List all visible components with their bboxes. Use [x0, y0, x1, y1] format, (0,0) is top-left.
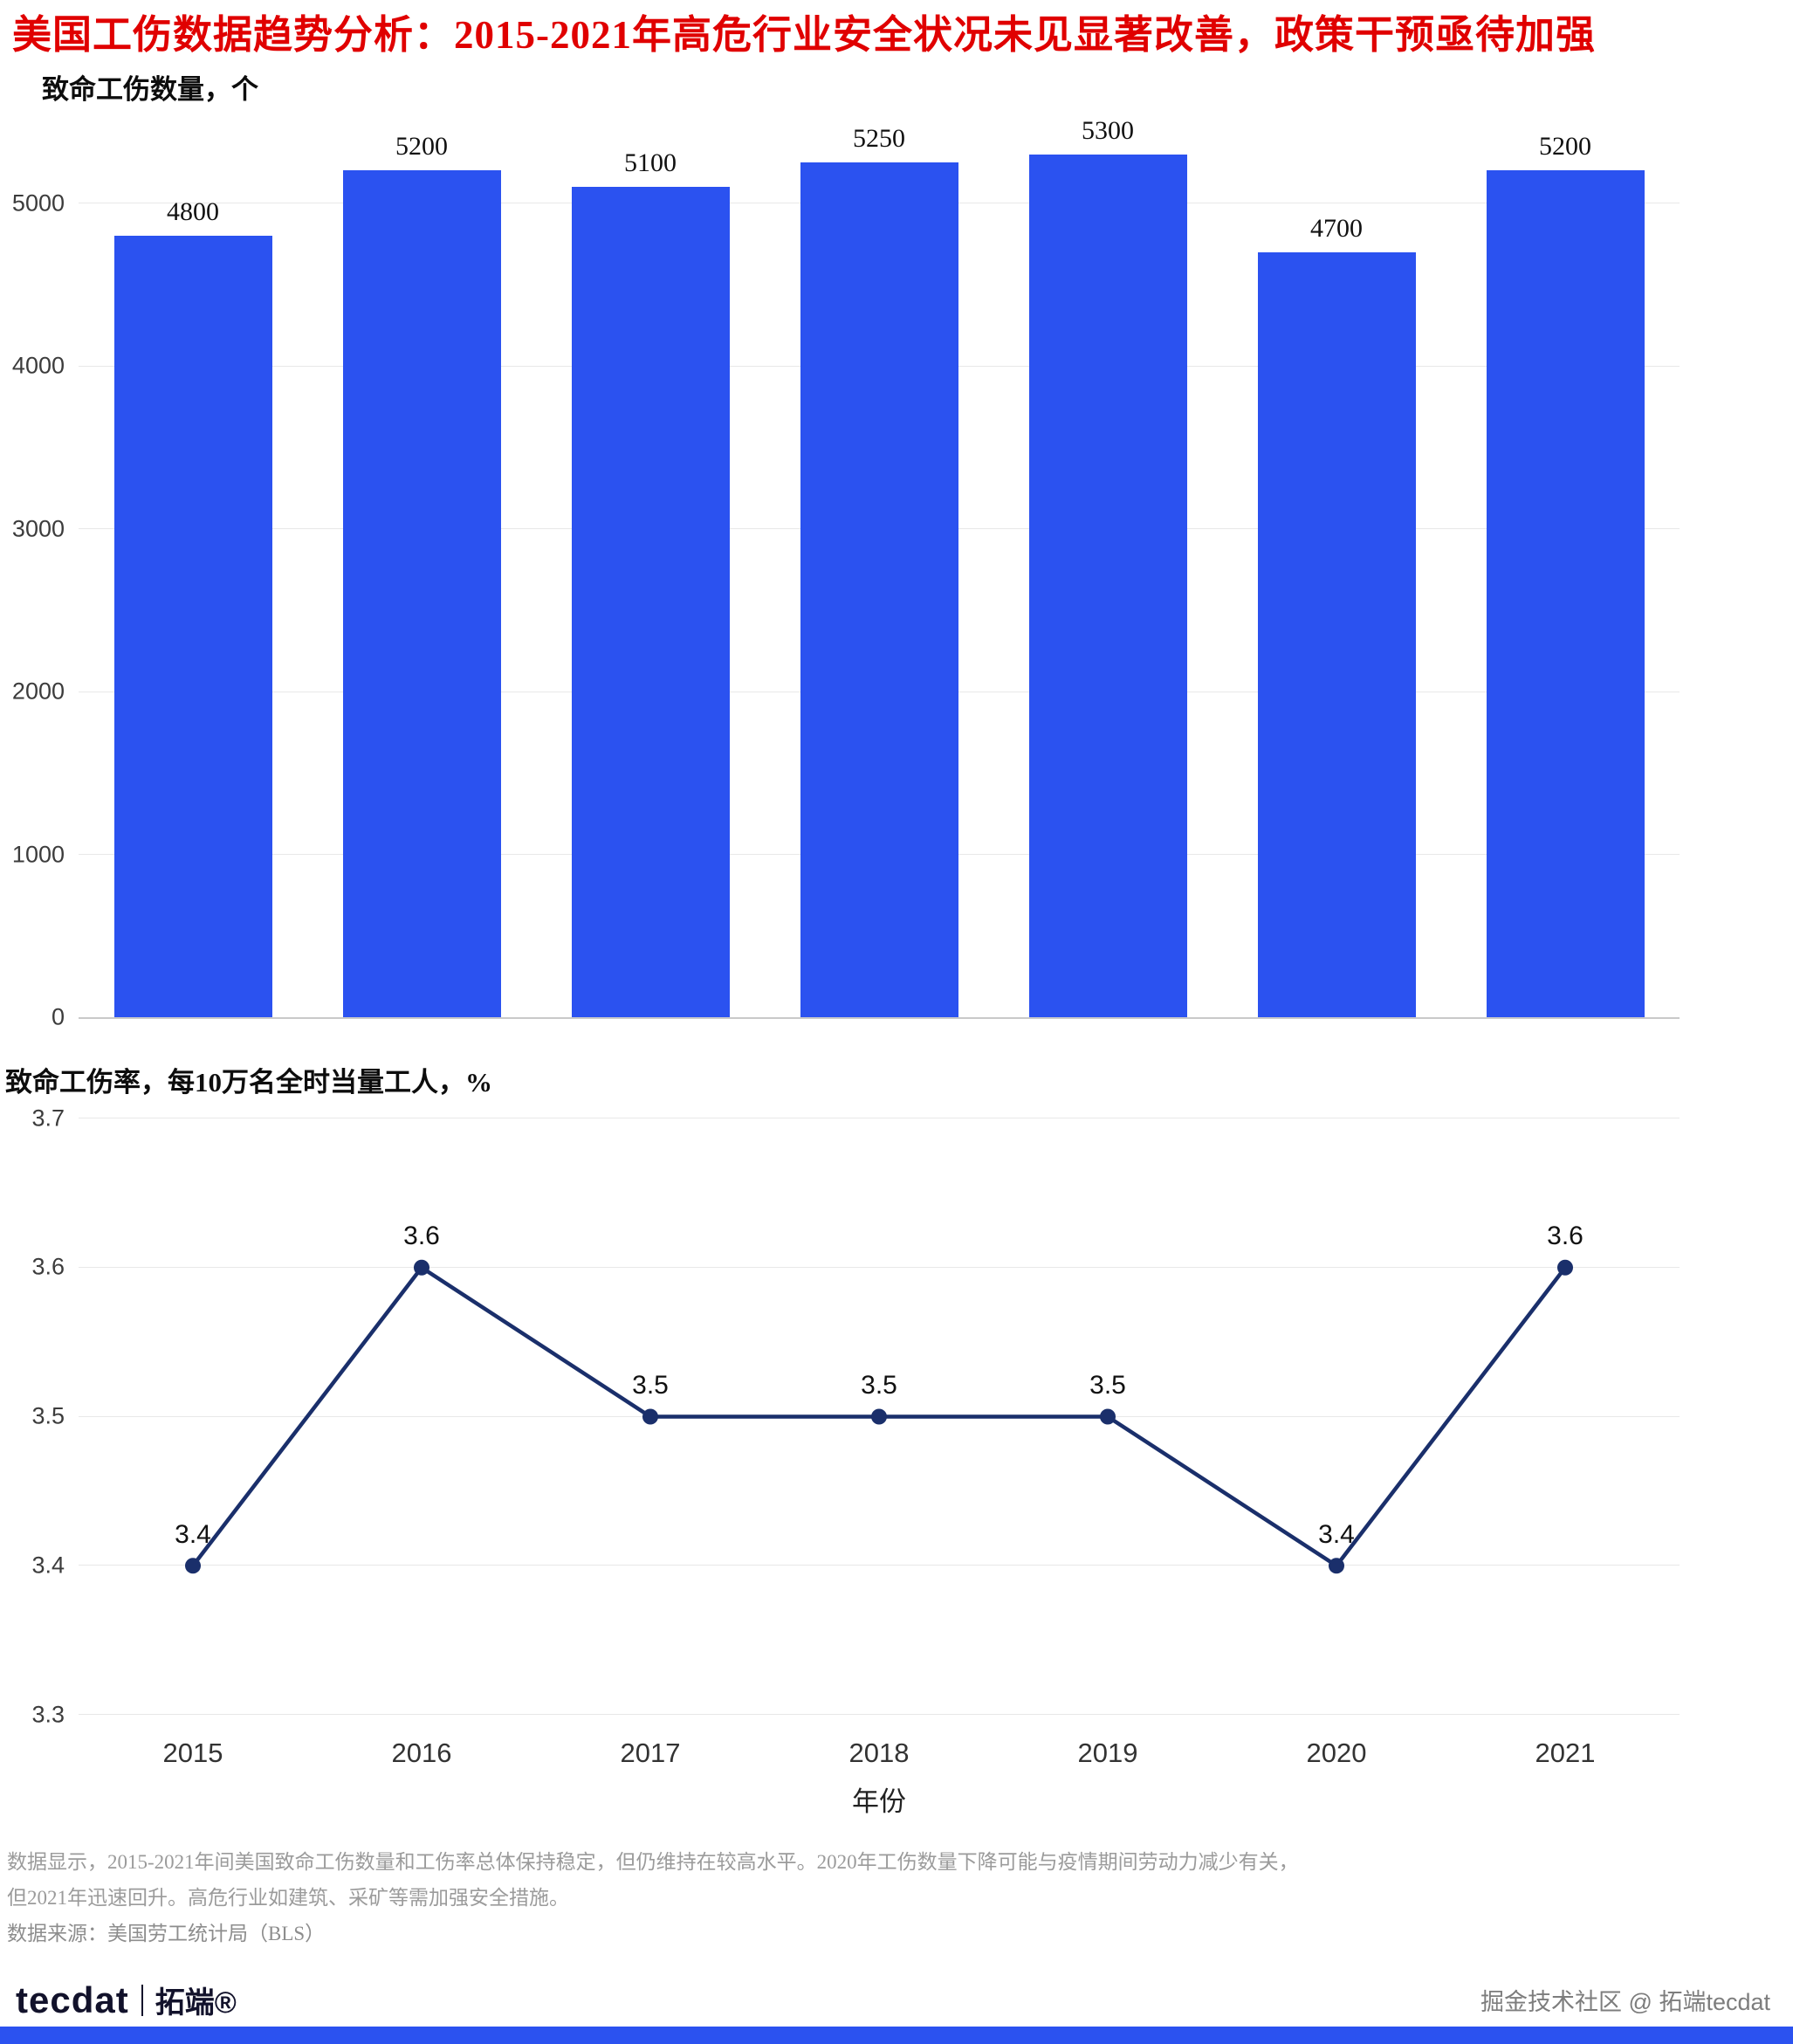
point-value-label: 3.5 [861, 1371, 897, 1401]
x-tick-label: 2018 [848, 1737, 910, 1768]
point-value-label: 3.6 [1547, 1222, 1583, 1251]
line-chart-plot-area: 3.3 3.4 3.5 3.6 3.7 3.4 3.6 3.5 3.5 3.5 3.4 3.6 [31, 1105, 1680, 1727]
gridline [79, 1714, 1680, 1716]
footnote-line-2: 但2021年迅速回升。高危行业如建筑、采矿等需加强安全措施。 [7, 1886, 569, 1909]
y-tick-label: 3.4 [31, 1552, 65, 1579]
bar-value-label: 5200 [1539, 132, 1591, 162]
point-value-label: 3.4 [175, 1519, 211, 1549]
data-source-note: 数据来源：美国劳工统计局（BLS） [7, 1923, 326, 1944]
data-point [1557, 1259, 1573, 1276]
y-tick-label: 3.6 [31, 1253, 65, 1280]
y-tick-label: 2000 [11, 678, 65, 705]
point-value-label: 3.6 [403, 1222, 440, 1251]
data-point [871, 1408, 887, 1425]
bar-value-label: 5250 [853, 124, 905, 154]
data-point [642, 1408, 658, 1425]
bar-value-label: 4700 [1310, 213, 1363, 243]
community-credit: 掘金技术社区 @ 拓端tecdat [1480, 1989, 1770, 2016]
bar [1257, 251, 1416, 1018]
bar-value-label: 5300 [1082, 115, 1134, 145]
x-tick-label: 2015 [162, 1737, 223, 1768]
x-axis-tick-labels: 2015 2016 2017 2018 2019 2020 2021 [79, 1738, 1680, 1774]
line-chart-section: 致命工伤率，每10万名全时当量工人，% 3.3 3.4 3.5 3.6 3.7 3.4 3.… [0, 1066, 1793, 1818]
y-tick-label: 3.5 [31, 1402, 65, 1429]
x-tick-label: 2020 [1306, 1737, 1367, 1768]
x-tick-label: 2016 [391, 1737, 452, 1768]
data-point [185, 1557, 201, 1573]
logo-chinese-name: 拓端® [155, 1986, 237, 2020]
y-tick-label: 1000 [11, 841, 65, 868]
data-point [1100, 1408, 1116, 1425]
footer-bar: tecdat 拓端® 掘金技术社区 @ 拓端tecdat [0, 1956, 1793, 2021]
bar-chart-section: 致命工伤数量，个 0 1000 2000 3000 4000 5000 4800 5200 51… [0, 73, 1793, 1030]
footnotes: 数据显示，2015-2021年间美国致命工伤数量和工伤率总体保持稳定，但仍维持在… [7, 1848, 1776, 1949]
gridline [79, 1565, 1680, 1566]
y-tick-label: 3000 [11, 515, 65, 542]
bar [571, 187, 730, 1018]
bar [113, 236, 272, 1018]
bar [1028, 154, 1187, 1018]
line-series [185, 1259, 1573, 1573]
y-tick-label: 3.7 [31, 1105, 65, 1132]
page-title: 美国工伤数据趋势分析：2015-2021年高危行业安全状况未见显著改善，政策干预… [12, 13, 1596, 57]
bottom-accent-strip [0, 2027, 1793, 2044]
data-point [414, 1259, 429, 1276]
bar-value-label: 4800 [167, 197, 219, 227]
gridline [79, 1016, 1680, 1019]
x-tick-label: 2021 [1535, 1737, 1596, 1768]
x-tick-label: 2017 [620, 1737, 681, 1768]
bar [800, 162, 958, 1018]
point-value-label: 3.5 [1089, 1371, 1126, 1401]
point-value-label: 3.5 [632, 1371, 669, 1401]
bar-value-label: 5200 [395, 132, 448, 162]
line-chart-title: 致命工伤率，每10万名全时当量工人，% [5, 1067, 492, 1098]
footnote-line-1: 数据显示，2015-2021年间美国致命工伤数量和工伤率总体保持稳定，但仍维持在… [7, 1850, 1299, 1873]
bar-value-label: 5100 [624, 148, 677, 178]
logo-wordmark: tecdat [16, 1979, 129, 2020]
y-tick-label: 4000 [11, 352, 65, 379]
y-tick-label: 5000 [11, 189, 65, 217]
logo-divider [141, 1984, 143, 2016]
bar-chart-title: 致命工伤数量，个 [42, 74, 258, 106]
bar-chart-plot-area: 0 1000 2000 3000 4000 5000 4800 5200 5100 5250 530… [12, 116, 1680, 1030]
y-tick-label: 0 [51, 1003, 65, 1030]
data-point [1329, 1557, 1344, 1573]
tecdat-logo: tecdat 拓端® [16, 1979, 237, 2021]
x-axis-title: 年份 [852, 1786, 906, 1817]
gridline [79, 1266, 1680, 1268]
y-tick-label: 3.3 [31, 1701, 65, 1728]
x-tick-label: 2019 [1077, 1737, 1138, 1768]
bar [342, 170, 501, 1018]
point-value-label: 3.4 [1318, 1519, 1355, 1549]
bar [1486, 170, 1645, 1018]
